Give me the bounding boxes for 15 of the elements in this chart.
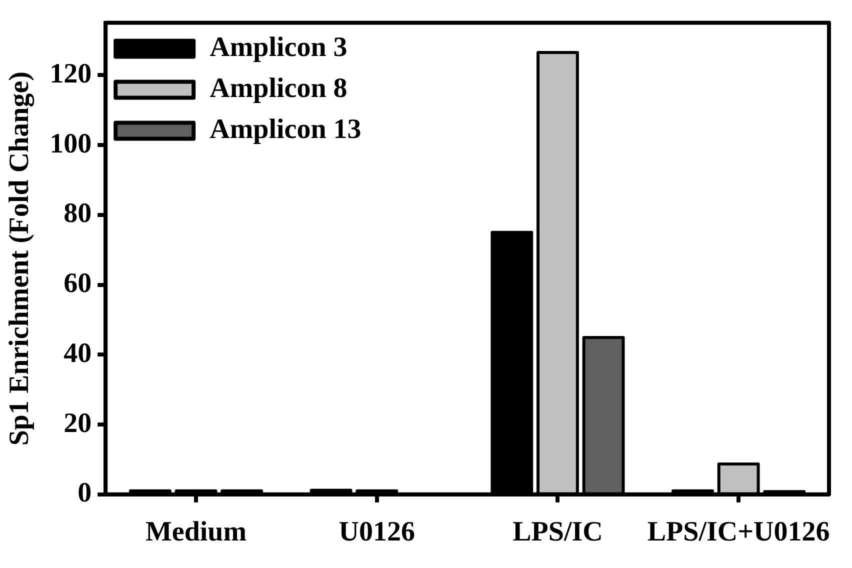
- x-tick-label: Medium: [145, 516, 247, 548]
- y-tick-label: 20: [64, 408, 92, 439]
- y-tick-label: 40: [64, 338, 92, 369]
- legend-label: Amplicon 8: [210, 73, 348, 104]
- y-tick-label: 60: [64, 268, 92, 300]
- y-axis-title: Sp1 Enrichment (Fold Change): [4, 72, 36, 446]
- x-tick-label: LPS/IC+U0126: [647, 516, 830, 548]
- y-tick-label: 120: [50, 58, 92, 90]
- y-tick-label: 80: [64, 198, 92, 230]
- y-tick-label: 0: [78, 478, 92, 509]
- x-tick-label: U0126: [338, 516, 415, 548]
- legend-label: Amplicon 3: [210, 32, 348, 64]
- x-tick-label: LPS/IC: [512, 516, 603, 548]
- y-tick-label: 100: [50, 128, 92, 160]
- legend-label: Amplicon 13: [210, 114, 362, 146]
